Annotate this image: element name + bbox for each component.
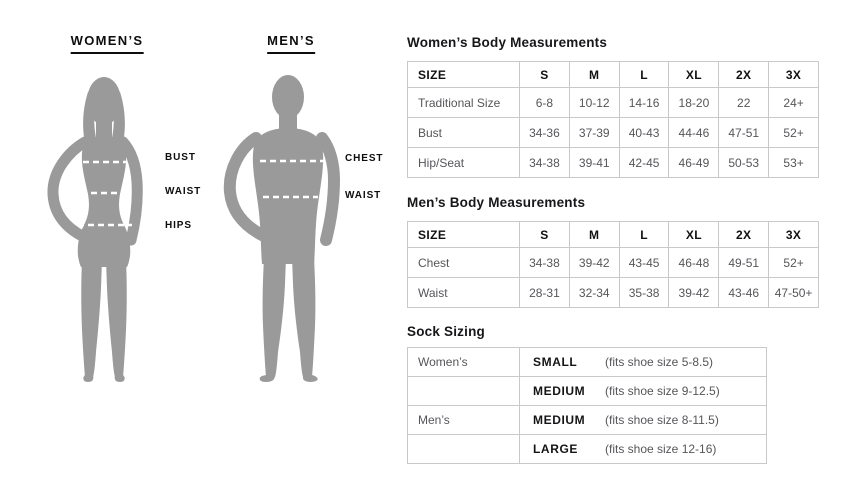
size-column-header: 2X	[718, 61, 770, 88]
measurement-cell: 18-20	[668, 87, 720, 118]
measurement-cell: 14-16	[618, 87, 670, 118]
measurement-cell: 42-45	[618, 147, 670, 178]
table-row: Women’s SMALL (fits shoe size 5-8.5)	[407, 347, 767, 377]
measurement-cell: 50-53	[718, 147, 770, 178]
table-row: Hip/Seat 34-38 39-41 42-45 46-49 50-53 53+	[407, 147, 819, 178]
sock-fits-text: (fits shoe size 12-16)	[605, 442, 717, 456]
size-column-header: 2X	[718, 221, 770, 248]
measurement-cell: 43-45	[618, 247, 670, 278]
mens-figure-heading: MEN’S	[267, 33, 315, 54]
waist-label-men: WAIST	[345, 190, 382, 201]
measurement-cell: 43-46	[718, 277, 770, 308]
table-row: LARGE (fits shoe size 12-16)	[407, 434, 767, 464]
measurement-cell: 49-51	[718, 247, 770, 278]
row-label-cell: Bust	[407, 117, 520, 148]
sock-fits-text: (fits shoe size 8-11.5)	[605, 413, 719, 427]
table-row: Traditional Size 6-8 10-12 14-16 18-20 22 24+	[407, 87, 819, 118]
table-header-row: SIZE S M L XL 2X 3X	[407, 221, 819, 248]
sock-group-cell	[407, 376, 520, 406]
womens-measurements-title: Women’s Body Measurements	[407, 35, 608, 50]
measurement-cell: 53+	[768, 147, 819, 178]
measurement-cell: 32-34	[568, 277, 620, 308]
womens-body-silhouette	[47, 77, 143, 382]
size-column-header: L	[618, 221, 670, 248]
measurement-cell: 46-48	[668, 247, 720, 278]
sock-sizing-title: Sock Sizing	[407, 324, 485, 339]
measurement-cell: 47-51	[718, 117, 770, 148]
measurement-cell: 39-42	[568, 247, 620, 278]
table-row: MEDIUM (fits shoe size 9-12.5)	[407, 376, 767, 406]
waist-label-women: WAIST	[165, 186, 202, 197]
sock-size-cell: MEDIUM (fits shoe size 9-12.5)	[519, 376, 767, 406]
sock-size-cell: LARGE (fits shoe size 12-16)	[519, 434, 767, 464]
measurement-cell: 52+	[768, 247, 819, 278]
measurement-cell: 37-39	[568, 117, 620, 148]
measurement-cell: 35-38	[618, 277, 670, 308]
mens-measurements-title: Men’s Body Measurements	[407, 195, 586, 210]
sock-size-cell: SMALL (fits shoe size 5-8.5)	[519, 347, 767, 377]
size-column-header: M	[568, 61, 620, 88]
measurement-cell: 52+	[768, 117, 819, 148]
table-row: Waist 28-31 32-34 35-38 39-42 43-46 47-50+	[407, 277, 819, 308]
size-header: SIZE	[407, 61, 520, 88]
chest-label: CHEST	[345, 153, 384, 164]
mens-body-silhouette	[223, 75, 341, 382]
sock-fits-text: (fits shoe size 5-8.5)	[605, 355, 714, 369]
hips-label: HIPS	[165, 220, 192, 231]
row-label-cell: Hip/Seat	[407, 147, 520, 178]
row-label-cell: Chest	[407, 247, 520, 278]
measurement-cell: 47-50+	[768, 277, 819, 308]
measurement-cell: 40-43	[618, 117, 670, 148]
table-header-row: SIZE S M L XL 2X 3X	[407, 61, 819, 88]
measurement-cell: 44-46	[668, 117, 720, 148]
measurement-cell: 34-38	[519, 147, 570, 178]
measurement-cell: 10-12	[568, 87, 620, 118]
row-label-cell: Traditional Size	[407, 87, 520, 118]
mens-silhouette-shape	[223, 75, 341, 382]
sock-size-label: SMALL	[533, 355, 578, 369]
sock-size-label: LARGE	[533, 442, 578, 456]
measurement-cell: 34-36	[519, 117, 570, 148]
size-column-header: M	[568, 221, 620, 248]
measurement-cell: 28-31	[519, 277, 570, 308]
measurement-cell: 39-41	[568, 147, 620, 178]
sock-size-label: MEDIUM	[533, 413, 586, 427]
sock-group-cell: Men’s	[407, 405, 520, 435]
size-column-header: 3X	[768, 221, 819, 248]
size-header: SIZE	[407, 221, 520, 248]
size-column-header: XL	[668, 61, 720, 88]
measurement-cell: 39-42	[668, 277, 720, 308]
measurement-cell: 34-38	[519, 247, 570, 278]
womens-figure-heading: WOMEN’S	[70, 33, 144, 54]
measurement-cell: 24+	[768, 87, 819, 118]
size-column-header: 3X	[768, 61, 819, 88]
measurement-cell: 6-8	[519, 87, 570, 118]
size-column-header: S	[519, 221, 570, 248]
womens-silhouette-shape	[47, 77, 143, 382]
bust-label: BUST	[165, 152, 196, 163]
table-row: Bust 34-36 37-39 40-43 44-46 47-51 52+	[407, 117, 819, 148]
sock-sizing-table: Women’s SMALL (fits shoe size 5-8.5) MEDIUM…	[407, 347, 767, 464]
size-column-header: S	[519, 61, 570, 88]
table-row: Men’s MEDIUM (fits shoe size 8-11.5)	[407, 405, 767, 435]
size-column-header: L	[618, 61, 670, 88]
measurement-cell: 46-49	[668, 147, 720, 178]
sock-fits-text: (fits shoe size 9-12.5)	[605, 384, 720, 398]
sock-group-cell: Women’s	[407, 347, 520, 377]
sock-size-cell: MEDIUM (fits shoe size 8-11.5)	[519, 405, 767, 435]
size-column-header: XL	[668, 221, 720, 248]
row-label-cell: Waist	[407, 277, 520, 308]
measurement-cell: 22	[718, 87, 770, 118]
table-row: Chest 34-38 39-42 43-45 46-48 49-51 52+	[407, 247, 819, 278]
womens-measurements-table: SIZE S M L XL 2X 3X Traditional Size 6-8 10-12 14-…	[407, 61, 819, 178]
mens-measurements-table: SIZE S M L XL 2X 3X Chest 34-38 39-42 43-45 46-48 49…	[407, 221, 819, 308]
sock-group-cell	[407, 434, 520, 464]
sock-size-label: MEDIUM	[533, 384, 586, 398]
